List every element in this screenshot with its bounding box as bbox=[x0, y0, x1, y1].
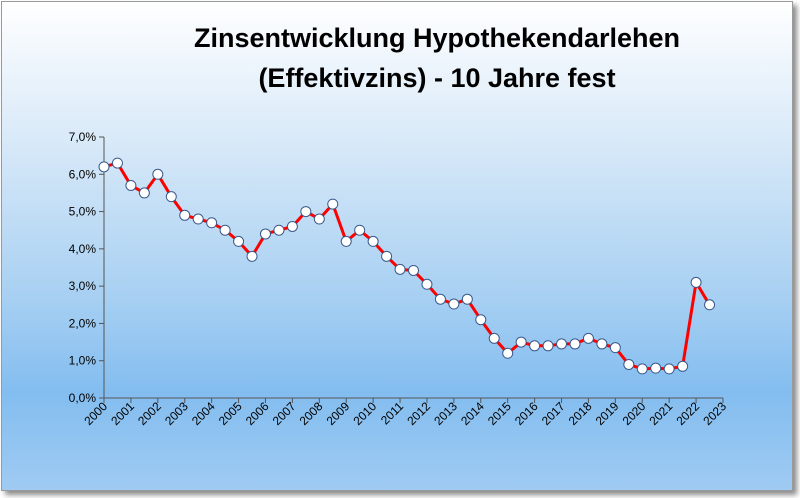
x-tick-label: 2002 bbox=[135, 399, 164, 428]
x-tick-label: 2023 bbox=[700, 399, 729, 428]
data-point bbox=[596, 338, 608, 350]
x-tick-label: 2021 bbox=[647, 399, 676, 428]
x-tick-label: 2020 bbox=[620, 399, 649, 428]
data-point bbox=[367, 235, 379, 247]
data-point bbox=[475, 314, 487, 326]
x-tick-label: 2010 bbox=[350, 399, 379, 428]
chart-axes bbox=[103, 137, 723, 399]
data-point bbox=[259, 228, 271, 240]
x-tick-label: 2017 bbox=[539, 399, 568, 428]
data-point bbox=[529, 340, 541, 352]
x-tick-label: 2003 bbox=[162, 399, 191, 428]
data-point bbox=[421, 278, 433, 290]
series-markers bbox=[98, 157, 716, 375]
x-tick-label: 2013 bbox=[431, 399, 460, 428]
data-point bbox=[623, 358, 635, 370]
data-point bbox=[192, 213, 204, 225]
data-point bbox=[152, 168, 164, 180]
data-point bbox=[434, 293, 446, 305]
data-point bbox=[98, 161, 110, 173]
data-point bbox=[179, 209, 191, 221]
data-point bbox=[502, 347, 514, 359]
data-point bbox=[138, 187, 150, 199]
x-tick-label: 2019 bbox=[593, 399, 622, 428]
x-tick-label: 2022 bbox=[673, 399, 702, 428]
data-point bbox=[381, 250, 393, 262]
x-tick-label: 2007 bbox=[270, 399, 299, 428]
data-point bbox=[582, 332, 594, 344]
data-point bbox=[663, 363, 675, 375]
data-point bbox=[650, 362, 662, 374]
x-tick-label: 2001 bbox=[108, 399, 137, 428]
data-point bbox=[408, 264, 419, 276]
x-tick-label: 2016 bbox=[512, 399, 541, 428]
x-tick-label: 2006 bbox=[243, 399, 272, 428]
y-tick-label: 5,0% bbox=[69, 205, 97, 219]
y-axis-ticks: 0,0% 1,0% 2,0% 3,0% 4,0% 5,0% 6,0% 7,0% bbox=[69, 130, 104, 405]
data-point bbox=[556, 338, 568, 350]
data-point bbox=[488, 332, 500, 344]
x-tick-label: 2018 bbox=[566, 399, 595, 428]
data-point bbox=[354, 224, 366, 236]
data-point bbox=[206, 217, 218, 229]
data-point bbox=[542, 340, 554, 352]
data-point bbox=[233, 235, 245, 247]
x-tick-label: 2009 bbox=[324, 399, 353, 428]
data-point bbox=[111, 157, 123, 169]
y-tick-label: 1,0% bbox=[69, 354, 97, 368]
data-point bbox=[636, 363, 648, 375]
data-point bbox=[327, 198, 339, 210]
chart-title-line-1: Zinsentwicklung Hypothekendarlehen bbox=[193, 23, 681, 53]
data-point bbox=[677, 360, 689, 372]
data-point bbox=[300, 206, 312, 218]
series-line-path bbox=[103, 161, 711, 371]
x-tick-label: 2014 bbox=[458, 399, 487, 428]
data-point bbox=[704, 299, 716, 311]
data-point bbox=[690, 276, 702, 288]
x-tick-label: 2015 bbox=[485, 399, 514, 428]
chart-title: Zinsentwicklung Hypothekendarlehen (Effe… bbox=[2, 18, 792, 98]
y-tick-label: 6,0% bbox=[69, 167, 97, 181]
data-point bbox=[515, 336, 527, 348]
data-point bbox=[286, 220, 298, 232]
x-tick-label: 2004 bbox=[189, 399, 218, 428]
x-tick-label: 2005 bbox=[216, 399, 245, 428]
data-point bbox=[246, 250, 258, 262]
data-point bbox=[448, 298, 460, 310]
chart-frame: Zinsentwicklung Hypothekendarlehen (Effe… bbox=[1, 1, 793, 491]
series-line bbox=[103, 161, 711, 371]
x-tick-label: 2012 bbox=[404, 399, 433, 428]
x-axis-ticks: 2000200120022003200420052006200720082009… bbox=[81, 398, 729, 428]
y-tick-label: 3,0% bbox=[69, 279, 97, 293]
y-tick-label: 7,0% bbox=[69, 130, 97, 144]
data-point bbox=[313, 213, 325, 225]
data-point bbox=[394, 263, 406, 275]
x-tick-label: 2011 bbox=[378, 399, 406, 427]
data-point bbox=[273, 224, 285, 236]
y-tick-label: 0,0% bbox=[69, 391, 97, 405]
data-point bbox=[340, 235, 352, 247]
data-point bbox=[569, 338, 581, 350]
data-point bbox=[165, 191, 177, 203]
y-tick-label: 4,0% bbox=[69, 242, 97, 256]
chart-title-line-2: (Effektivzins) - 10 Jahre fest bbox=[258, 63, 616, 93]
data-point bbox=[125, 179, 137, 191]
x-tick-label: 2008 bbox=[297, 399, 326, 428]
data-point bbox=[461, 293, 473, 305]
y-tick-label: 2,0% bbox=[69, 316, 97, 330]
data-point bbox=[219, 224, 231, 236]
data-point bbox=[609, 342, 621, 354]
